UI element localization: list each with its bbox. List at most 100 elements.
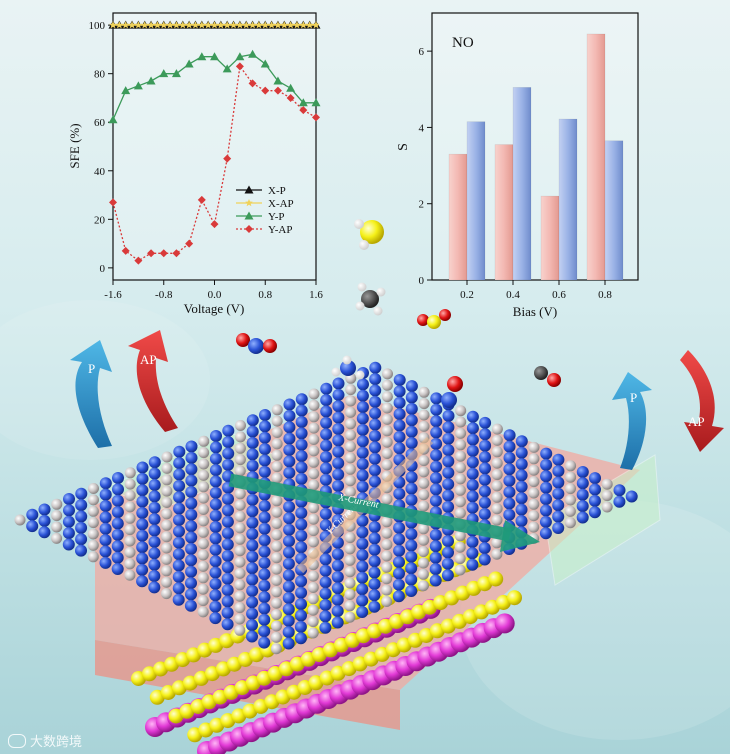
grey-atom — [51, 532, 63, 544]
grey-atom — [88, 494, 99, 506]
grey-atom — [491, 480, 503, 492]
molecule-h2s — [354, 219, 384, 250]
grey-atom — [234, 488, 246, 500]
grey-atom — [381, 379, 393, 391]
blue-atom — [246, 459, 259, 472]
atom-layer-top — [14, 361, 638, 655]
grey-atom — [308, 388, 320, 400]
data-point-y-ap — [248, 79, 257, 88]
data-point-y-ap — [172, 249, 181, 258]
blue-atom — [209, 498, 222, 511]
data-point-x-ap — [185, 21, 193, 29]
blue-atom — [295, 586, 308, 599]
blue-atom — [332, 377, 345, 390]
grey-atom — [418, 398, 430, 410]
grey-atom — [381, 596, 393, 607]
blue-atom — [319, 564, 332, 577]
blue-atom — [246, 573, 259, 586]
grey-atom — [308, 456, 320, 468]
grey-atom — [234, 624, 246, 636]
data-point-y-p — [184, 59, 194, 68]
blue-atom — [246, 425, 259, 438]
blue-atom — [185, 463, 198, 476]
blue-atom — [405, 539, 418, 552]
blue-atom — [319, 599, 332, 611]
blue-atom — [320, 405, 333, 418]
data-point-x-ap — [229, 21, 238, 29]
grey-atom — [124, 546, 136, 558]
blue-atom — [393, 408, 406, 421]
grey-atom — [161, 508, 173, 520]
grey-atom — [491, 457, 503, 469]
blue-atom — [332, 434, 345, 447]
blue-atom — [295, 450, 308, 463]
grey-atom — [455, 439, 467, 451]
grey-atom — [528, 510, 540, 522]
blue-atom — [466, 558, 479, 571]
blue-atom — [369, 407, 382, 420]
blue-atom — [295, 404, 308, 417]
grey-atom — [124, 467, 136, 479]
blue-atom — [479, 416, 492, 429]
blue-atom — [466, 444, 479, 457]
blue-atom — [368, 475, 381, 488]
blue-atom — [185, 474, 198, 487]
blue-atom — [246, 539, 259, 552]
blue-atom — [588, 494, 601, 507]
data-point-x-ap — [255, 21, 263, 29]
blue-atom — [552, 510, 565, 523]
grey-atom — [234, 442, 246, 454]
blue-atom — [442, 455, 455, 468]
data-point-y-ap — [299, 106, 308, 115]
grey-atom — [51, 521, 63, 533]
blue-atom — [172, 559, 185, 572]
grey-atom — [345, 418, 357, 430]
grey-atom — [271, 495, 283, 507]
blue-atom — [283, 455, 296, 468]
bar-0.8-blue — [604, 140, 624, 281]
sfe-legend: X-PX-APY-PY-AP — [236, 185, 294, 236]
blue-atom — [442, 535, 454, 548]
grey-atom — [418, 546, 429, 558]
blue-atom — [613, 484, 626, 497]
blue-atom — [515, 469, 528, 482]
blue-atom — [246, 528, 259, 540]
blue-atom — [442, 489, 455, 502]
data-point-y-ap — [134, 256, 143, 265]
grey-atom — [234, 545, 246, 557]
watermark: 大数跨境 — [8, 731, 82, 750]
blue-atom — [429, 540, 442, 553]
grey-atom — [344, 611, 356, 623]
grey-atom — [381, 561, 393, 573]
blue-atom — [112, 472, 124, 484]
data-point-y-ap — [210, 220, 219, 229]
s-y-tick-label: 4 — [419, 122, 425, 134]
blue-atom — [258, 500, 271, 512]
grey-atom — [381, 436, 393, 448]
blue-atom — [331, 571, 344, 583]
sfe-y-tick-label: 40 — [94, 166, 106, 178]
blue-atom — [368, 452, 381, 465]
blue-atom — [356, 571, 369, 584]
grey-atom — [197, 572, 209, 584]
p-label-left: P — [88, 361, 95, 376]
blue-atom — [429, 574, 442, 587]
grey-atom — [454, 541, 466, 553]
blue-atom — [369, 395, 382, 408]
blue-atom — [540, 481, 553, 494]
blue-atom — [331, 593, 344, 606]
grey-atom — [381, 527, 393, 539]
blue-atom — [356, 469, 369, 482]
blue-atom — [319, 610, 332, 623]
data-point-y-ap — [159, 249, 168, 258]
blue-atom — [209, 532, 222, 545]
data-point-x-ap — [198, 21, 206, 29]
blue-atom — [466, 479, 479, 492]
blue-atom — [430, 472, 442, 485]
blue-atom — [185, 531, 198, 544]
data-point-x-ap — [128, 21, 136, 29]
blue-atom — [111, 551, 124, 564]
blue-atom — [136, 495, 149, 508]
blue-atom — [258, 591, 271, 604]
blue-atom — [442, 466, 455, 479]
